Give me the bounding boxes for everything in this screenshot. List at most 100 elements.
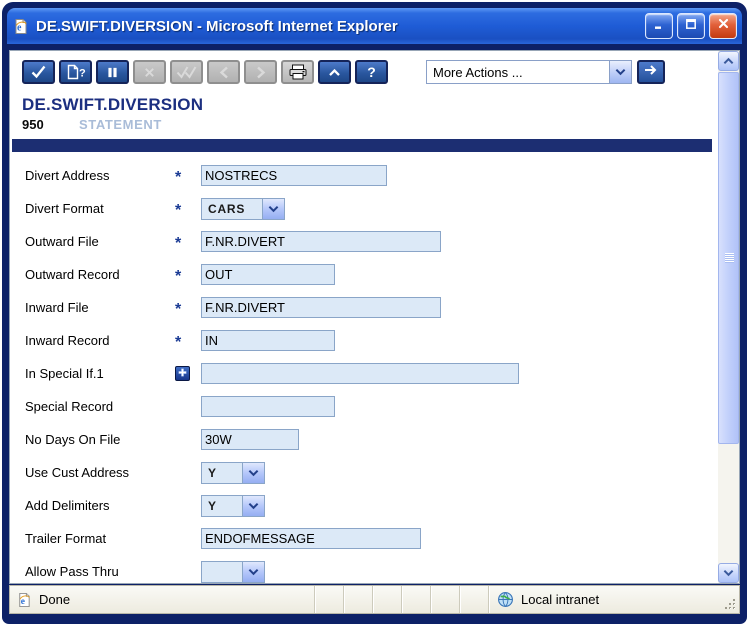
trailer-format-input[interactable] — [201, 528, 421, 549]
minimize-button[interactable] — [645, 13, 673, 39]
field-marker: * — [175, 333, 201, 351]
ie-document-icon: e — [16, 592, 32, 608]
use-cust-address-select[interactable]: Y — [201, 461, 265, 484]
print-button[interactable] — [281, 60, 314, 84]
special-record-input[interactable] — [201, 396, 335, 417]
chevron-down-icon[interactable] — [262, 198, 284, 219]
form-row-special-record: Special Record — [10, 390, 717, 423]
hold-button[interactable] — [96, 60, 129, 84]
expand-multivalue-button[interactable] — [175, 366, 190, 381]
required-asterisk: * — [175, 268, 182, 285]
chevron-down-icon — [723, 564, 734, 582]
form-row-outward-file: Outward File * — [10, 225, 717, 258]
divert-address-input[interactable] — [201, 165, 387, 186]
arrow-right-icon — [643, 63, 659, 81]
go-button[interactable] — [637, 60, 665, 84]
status-segment — [372, 586, 401, 613]
help-document-button[interactable]: ? — [59, 60, 92, 84]
question-icon: ? — [367, 64, 376, 80]
toolbar: ?? More Actions ... — [10, 51, 717, 85]
chevron-down-icon[interactable] — [242, 561, 264, 582]
close-button[interactable] — [709, 13, 737, 39]
page-question-icon: ? — [66, 64, 86, 80]
chevron-down-icon[interactable] — [609, 61, 631, 83]
chevron-up-icon — [723, 52, 734, 70]
divert-format-select[interactable]: CARS — [201, 197, 285, 220]
inward-record-input[interactable] — [201, 330, 335, 351]
add-delimiters-select[interactable]: Y — [201, 494, 265, 517]
chevron-left-icon — [219, 66, 229, 79]
form-row-use-cust-address: Use Cust Address Y — [10, 456, 717, 489]
field-marker: * — [175, 234, 201, 252]
record-header: 950 STATEMENT — [22, 117, 717, 132]
form-row-trailer-format: Trailer Format — [10, 522, 717, 555]
form-row-no-days-on-file: No Days On File — [10, 423, 717, 456]
maximize-icon — [685, 17, 697, 35]
select-value: Y — [208, 465, 217, 480]
expand-button[interactable] — [318, 60, 351, 84]
status-pane: e Done — [10, 586, 314, 613]
field-label: Allow Pass Thru — [25, 564, 119, 579]
svg-text:e: e — [21, 596, 25, 606]
field-label: No Days On File — [25, 432, 121, 447]
scroll-up-button[interactable] — [718, 51, 739, 71]
minimize-icon — [653, 17, 665, 35]
ie-document-icon: e — [12, 18, 29, 35]
close-icon — [717, 17, 730, 35]
field-label: Trailer Format — [25, 531, 107, 546]
plus-icon — [177, 365, 188, 383]
security-zone-label: Local intranet — [521, 592, 600, 607]
more-actions-label: More Actions ... — [433, 64, 523, 80]
outward-file-input[interactable] — [201, 231, 441, 252]
form-row-in-special-if-1: In Special If.1 — [10, 357, 717, 390]
field-label: Divert Format — [25, 201, 104, 216]
inward-file-input[interactable] — [201, 297, 441, 318]
previous-button — [207, 60, 240, 84]
svg-text:?: ? — [79, 68, 86, 80]
resize-grip[interactable] — [719, 586, 739, 613]
chevron-up-icon — [328, 68, 341, 77]
in-special-if-1-input[interactable] — [201, 363, 519, 384]
double-check-icon — [176, 65, 197, 79]
select-value: CARS — [208, 201, 246, 216]
scrollbar-grip — [725, 253, 734, 263]
status-segment — [314, 586, 343, 613]
browser-content: ?? More Actions ... DE.SWIFT.DIVERSION 9… — [9, 50, 740, 584]
outward-record-input[interactable] — [201, 264, 335, 285]
field-label: Inward File — [25, 300, 89, 315]
record-type: STATEMENT — [79, 117, 162, 132]
status-segment — [459, 586, 488, 613]
pause-icon — [106, 66, 119, 79]
chevron-down-icon[interactable] — [242, 495, 264, 516]
required-asterisk: * — [175, 169, 182, 186]
status-text: Done — [39, 592, 71, 607]
form-row-allow-pass-thru: Allow Pass Thru — [10, 555, 717, 583]
authorise-button — [170, 60, 203, 84]
field-marker: * — [175, 267, 201, 285]
scroll-down-button[interactable] — [718, 563, 739, 583]
commit-button[interactable] — [22, 60, 55, 84]
printer-icon — [288, 64, 308, 80]
field-marker: * — [175, 300, 201, 318]
field-label: Inward Record — [25, 333, 110, 348]
field-label: Add Delimiters — [25, 498, 110, 513]
more-actions-select[interactable]: More Actions ... — [426, 60, 632, 84]
help-button[interactable]: ? — [355, 60, 388, 84]
next-button — [244, 60, 277, 84]
allow-pass-thru-select[interactable] — [201, 560, 265, 583]
status-segment — [343, 586, 372, 613]
toolbar-buttons: ?? — [22, 60, 392, 84]
check-icon — [30, 65, 47, 79]
delete-button — [133, 60, 166, 84]
security-zone-pane: Local intranet — [488, 586, 719, 613]
status-bar: e Done Local intranet — [9, 585, 740, 614]
field-marker — [175, 366, 201, 381]
field-marker: * — [175, 168, 201, 186]
no-days-on-file-input[interactable] — [201, 429, 299, 450]
vertical-scrollbar[interactable] — [718, 51, 739, 583]
required-asterisk: * — [175, 301, 182, 318]
scrollbar-thumb[interactable] — [718, 72, 739, 444]
chevron-down-icon[interactable] — [242, 462, 264, 483]
select-value — [202, 562, 242, 582]
maximize-button[interactable] — [677, 13, 705, 39]
